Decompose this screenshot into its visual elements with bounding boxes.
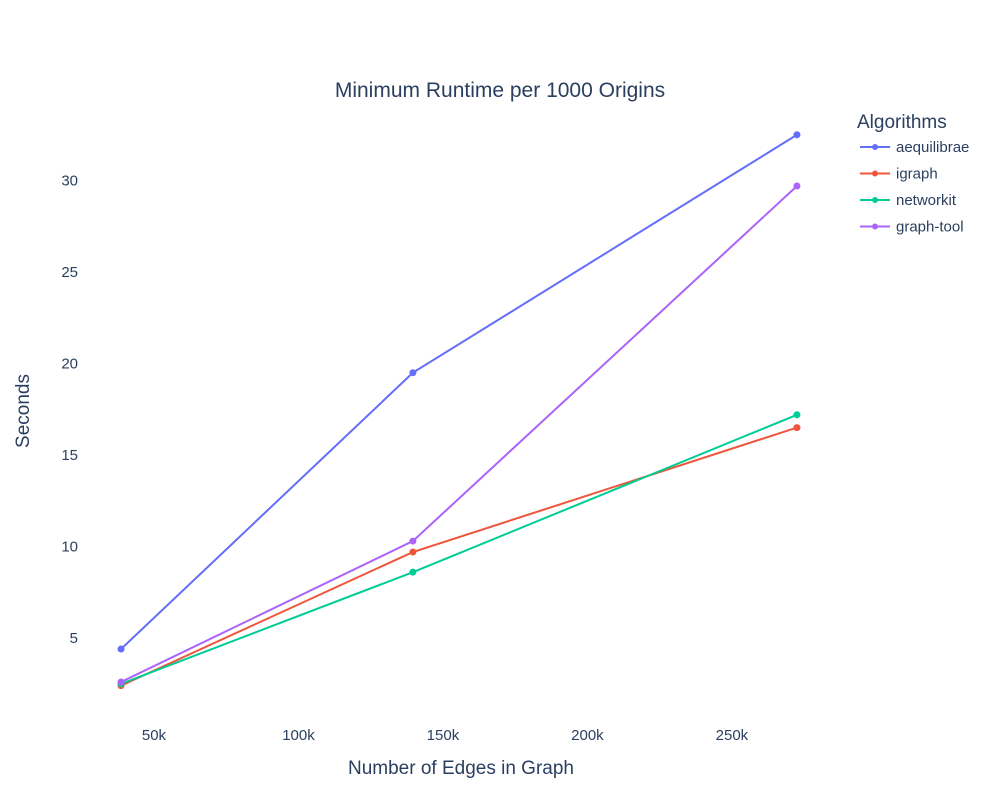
y-axis-label: Seconds: [13, 374, 34, 448]
legend-label: aequilibrae: [896, 139, 969, 156]
x-tick-label: 100k: [282, 727, 315, 744]
y-tick-label: 30: [61, 173, 78, 190]
data-point-aequilibrae[interactable]: [793, 131, 801, 139]
legend-marker: [872, 144, 878, 150]
series-line-graph-tool: [120, 185, 798, 683]
data-point-graph-tool[interactable]: [409, 537, 417, 545]
series-line-igraph: [120, 426, 798, 687]
data-point-networkit[interactable]: [793, 411, 801, 419]
x-tick-label: 50k: [142, 727, 167, 744]
legend-marker: [872, 223, 878, 230]
legend-item-networkit[interactable]: networkit: [860, 192, 957, 209]
y-tick-label: 25: [61, 264, 78, 281]
data-point-graph-tool[interactable]: [117, 678, 125, 686]
data-point-networkit[interactable]: [409, 568, 417, 576]
x-tick-label: 150k: [427, 727, 460, 744]
data-point-aequilibrae[interactable]: [409, 369, 417, 377]
y-tick-label: 20: [61, 356, 78, 373]
x-axis-label: Number of Edges in Graph: [348, 758, 574, 779]
legend-title: Algorithms: [857, 112, 947, 133]
legend-label: networkit: [896, 192, 957, 209]
series-line-aequilibrae: [120, 133, 798, 650]
x-tick-label: 250k: [716, 727, 749, 744]
x-tick-label: 200k: [571, 727, 604, 744]
data-point-igraph[interactable]: [793, 424, 801, 432]
series-line-networkit: [120, 413, 798, 685]
legend-label: igraph: [896, 166, 938, 183]
chart-title: Minimum Runtime per 1000 Origins: [335, 79, 665, 102]
y-tick-label: 10: [61, 539, 78, 556]
data-point-graph-tool[interactable]: [793, 182, 801, 190]
legend-item-igraph[interactable]: igraph: [860, 166, 938, 183]
legend-marker: [872, 197, 878, 203]
legend-marker: [872, 170, 878, 177]
legend-item-aequilibrae[interactable]: aequilibrae: [860, 139, 969, 156]
data-point-aequilibrae[interactable]: [117, 645, 125, 653]
y-tick-label: 5: [70, 630, 78, 647]
data-point-igraph[interactable]: [409, 548, 417, 556]
legend: Algorithms aequilibrae igraph networkit gra…: [857, 112, 969, 236]
legend-label: graph-tool: [896, 219, 964, 236]
y-tick-label: 15: [61, 447, 78, 464]
legend-item-graph-tool[interactable]: graph-tool: [860, 219, 964, 236]
